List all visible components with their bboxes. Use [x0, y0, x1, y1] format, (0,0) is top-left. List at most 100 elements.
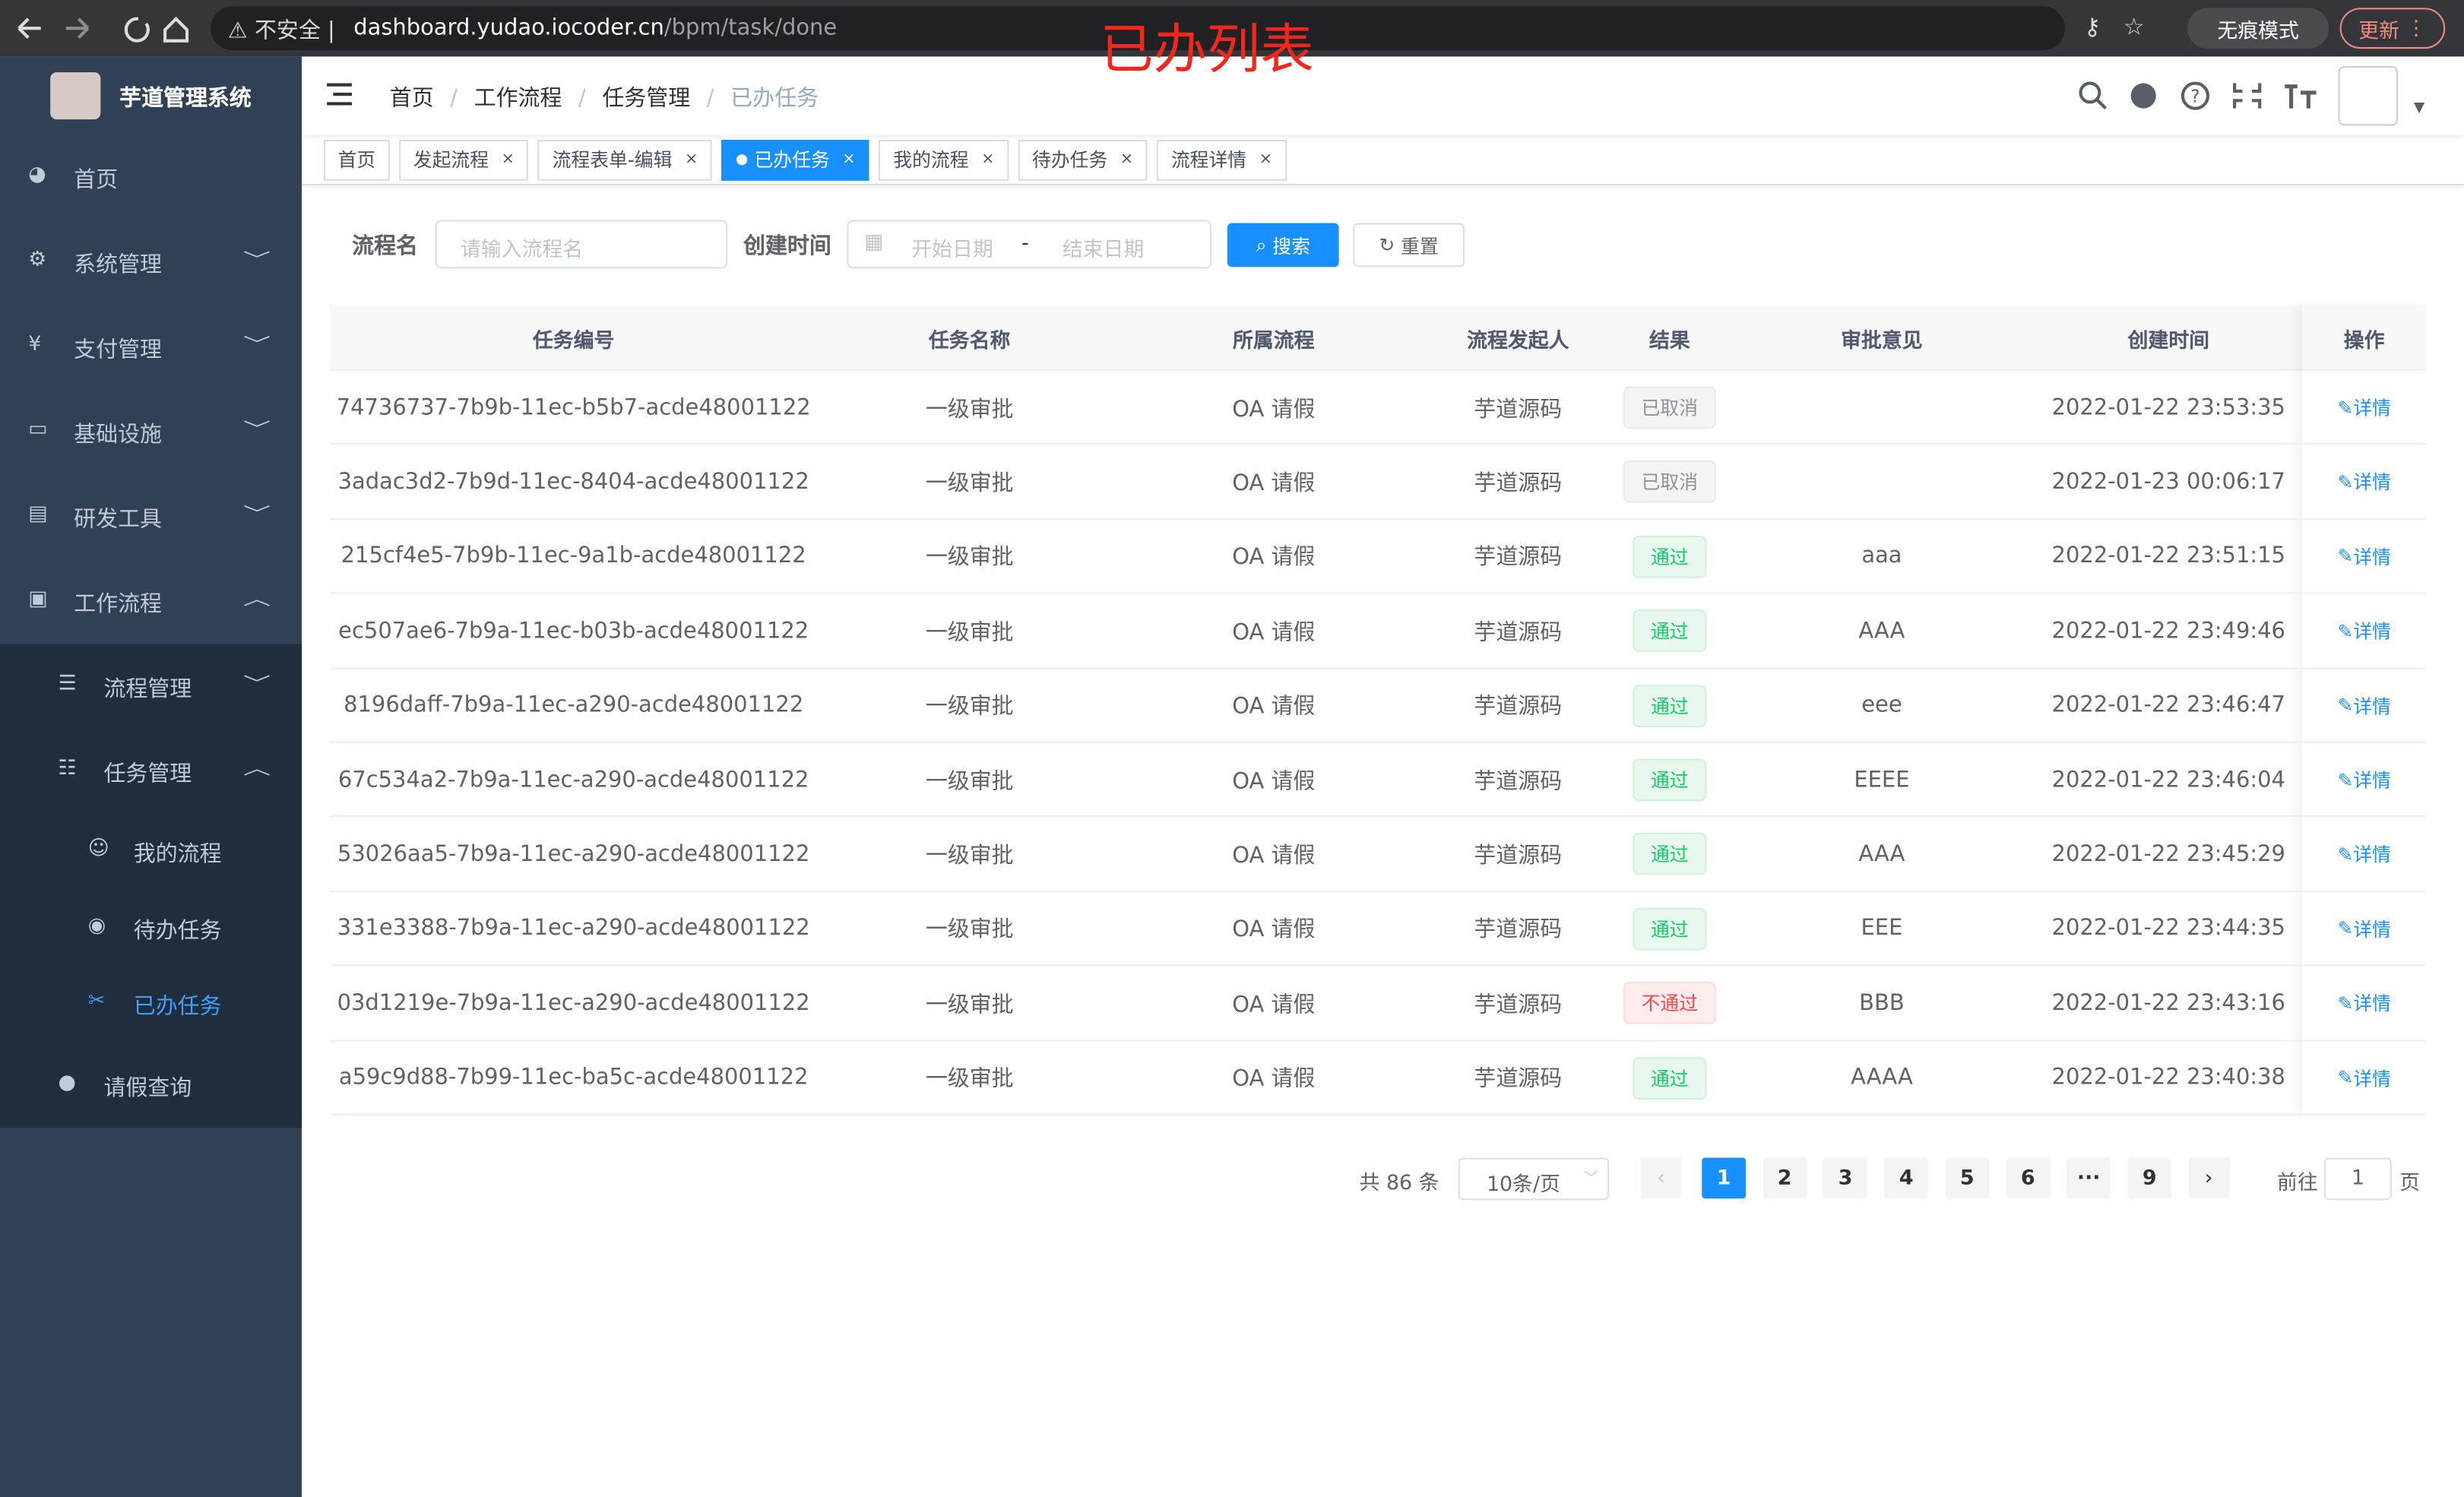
detail-link[interactable]: 详情 [2353, 546, 2391, 568]
page-button[interactable]: 1 [1702, 1157, 1747, 1199]
tag[interactable]: 流程表单-编辑 × [537, 138, 712, 180]
tag[interactable]: 发起流程 × [399, 138, 529, 180]
menu-label: 首页 [74, 168, 119, 194]
detail-link[interactable]: 详情 [2353, 992, 2391, 1015]
cell-text: 03d1219e-7b9a-11ec-a290-acde48001122 [337, 990, 810, 1016]
table-cell: 一级审批 [817, 1041, 1122, 1115]
toolbar-icons[interactable]: ⚷ ☆ [2083, 12, 2145, 41]
table-cell[interactable]: ✎ 详情 [2302, 967, 2426, 1040]
menu-item[interactable]: ● 请假查询 [0, 1043, 302, 1128]
tag-label: 待办任务 [1032, 149, 1108, 172]
menu-item[interactable]: ⚙ 系统管理 ﹀ [0, 220, 302, 305]
detail-link[interactable]: 详情 [2353, 397, 2391, 419]
cell-text: AAA [1858, 618, 1905, 644]
tag[interactable]: ● 已办任务 × [721, 138, 870, 180]
tag-close[interactable]: × [501, 150, 515, 169]
table-cell[interactable]: ✎ 详情 [2302, 520, 2426, 593]
avatar-caret[interactable]: ▼ [2413, 100, 2425, 116]
page-button[interactable]: 3 [1823, 1157, 1868, 1199]
navbar-icons[interactable]: ? [2077, 80, 2320, 114]
menu-item[interactable]: ▭ 基础设施 ﹀ [0, 390, 302, 475]
tag-close[interactable]: × [842, 150, 856, 169]
table-row: a59c9d88-7b99-11ec-ba5c-acde48001122 一级审批… [330, 1041, 2427, 1116]
menu-item[interactable]: ¥ 支付管理 ﹀ [0, 305, 302, 390]
detail-link[interactable]: 详情 [2353, 695, 2391, 717]
nav-buttons[interactable] [13, 13, 201, 44]
menu-item[interactable]: ◕ 首页 [0, 135, 302, 220]
page-button[interactable]: 5 [1945, 1157, 1990, 1199]
table-cell: 一级审批 [817, 594, 1122, 668]
incognito-pill[interactable]: 无痕模式 [2187, 8, 2329, 49]
table-cell[interactable]: ✎ 详情 [2302, 371, 2426, 445]
page-button[interactable]: 4 [1884, 1157, 1929, 1199]
table-cell[interactable]: ✎ 详情 [2302, 445, 2426, 519]
table-cell[interactable]: ✎ 详情 [2302, 669, 2426, 742]
avatar[interactable] [2338, 65, 2399, 126]
table-cell[interactable]: ✎ 详情 [2302, 743, 2426, 817]
crumb[interactable]: 任务管理 [602, 86, 691, 112]
menu-label: 已办任务 [133, 995, 222, 1021]
page-button[interactable]: 2 [1762, 1157, 1807, 1199]
menu-item[interactable]: ✂ 已办任务 [0, 966, 302, 1042]
reset-button[interactable]: ↻ 重置 [1353, 223, 1465, 267]
table-row: 331e3388-7b9a-11ec-a290-acde48001122 一级审批… [330, 892, 2427, 967]
page-size-select[interactable]: 10条/页 [1458, 1157, 1610, 1201]
update-button[interactable]: 更新 ⋮ [2339, 8, 2446, 49]
detail-link[interactable]: 详情 [2353, 769, 2391, 792]
tag-close[interactable]: × [1120, 150, 1134, 169]
detail-link[interactable]: 详情 [2353, 620, 2391, 643]
cell-text: AAAA [1851, 1065, 1913, 1090]
security-label: ⚠ 不安全 | [227, 18, 335, 44]
table-cell: 通过 [1610, 669, 1728, 742]
next-button[interactable]: › [2188, 1157, 2230, 1199]
tag[interactable]: 待办任务 × [1018, 138, 1148, 180]
menu-item[interactable]: ☰ 流程管理 ﹀ [0, 644, 302, 730]
cell-text: OA 请假 [1232, 768, 1316, 794]
name-input[interactable]: 请输入流程名 [435, 220, 728, 269]
tag[interactable]: 流程详情 × [1157, 138, 1287, 180]
detail-link[interactable]: 详情 [2353, 1067, 2391, 1090]
menu-item[interactable]: ▤ 研发工具 ﹀ [0, 474, 302, 559]
page-button[interactable]: 9 [2127, 1157, 2172, 1199]
page-button[interactable]: 6 [2006, 1157, 2051, 1199]
menu-item[interactable]: ▣ 工作流程 ︿ [0, 559, 302, 644]
column-header: 结果 [1648, 329, 1690, 353]
cell-text: EEEE [1854, 767, 1910, 793]
prev-button[interactable]: ‹ [1640, 1157, 1682, 1199]
search-button[interactable]: ⌕ 搜索 [1227, 223, 1339, 267]
page-button[interactable]: ··· [2067, 1157, 2111, 1199]
cell-text: 67c534a2-7b9a-11ec-a290-acde48001122 [337, 767, 809, 793]
menu-item[interactable]: ☷ 任务管理 ︿ [0, 729, 302, 814]
edit-icon: ✎ [2337, 843, 2354, 866]
table-cell[interactable]: ✎ 详情 [2302, 818, 2426, 891]
goto-input[interactable]: 1 [2323, 1157, 2392, 1201]
tag-close[interactable]: × [981, 150, 995, 169]
menu-item[interactable]: ☺ 我的流程 [0, 814, 302, 890]
table-cell[interactable]: ✎ 详情 [2302, 1041, 2426, 1115]
tag[interactable]: 我的流程 × [879, 138, 1009, 180]
cell-text: 2022-01-22 23:46:47 [2051, 692, 2286, 718]
hamburger[interactable] [327, 83, 353, 106]
sidebar: 芋道管理系统 ◕ 首页 ⚙ 系统管理 ﹀ ¥ 支付管理 ﹀ ▭ 基础设施 ﹀ ▤ 研发工具 ﹀ ▣ 工作流程 ︿… [0, 56, 302, 1497]
tag[interactable]: 首页 [323, 138, 390, 180]
crumb[interactable]: 首页 [389, 86, 434, 112]
cell-text: 一级审批 [925, 917, 1014, 943]
menu-icon: ☰ [58, 672, 77, 696]
tag-close[interactable]: × [1259, 150, 1273, 169]
detail-link[interactable]: 详情 [2353, 918, 2391, 941]
table-cell[interactable]: ✎ 详情 [2302, 892, 2426, 966]
crumb[interactable]: 工作流程 [473, 86, 562, 112]
detail-link[interactable]: 详情 [2353, 471, 2391, 494]
tag-close[interactable]: × [684, 150, 698, 169]
address-bar[interactable] [211, 6, 2065, 51]
menu-item[interactable]: ◉ 待办任务 [0, 890, 302, 966]
table-cell[interactable]: ✎ 详情 [2302, 594, 2426, 668]
table-cell: 215cf4e5-7b9b-11ec-9a1b-acde48001122 [330, 520, 817, 593]
detail-link[interactable]: 详情 [2353, 843, 2391, 866]
calendar-icon: ▦ [864, 230, 884, 255]
table-cell [1728, 371, 2035, 445]
date-range[interactable]: ▦ 开始日期 - 结束日期 [847, 220, 1212, 269]
cell-text: OA 请假 [1232, 992, 1316, 1018]
cell-text: 2022-01-22 23:46:04 [2051, 767, 2286, 793]
